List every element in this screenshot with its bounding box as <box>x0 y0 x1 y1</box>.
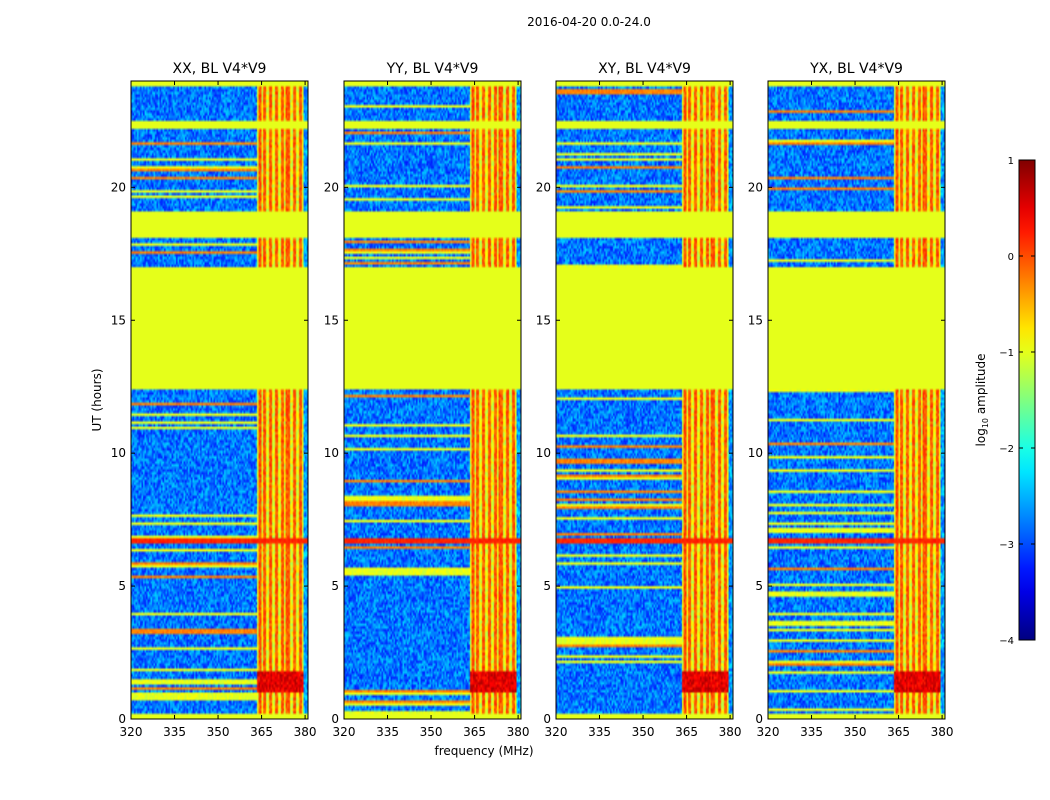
heatmap-image <box>131 81 308 719</box>
panel-title: XY, BL V4*V9 <box>598 61 691 77</box>
axes-frame <box>130 80 309 720</box>
x-tick-label: 320 <box>120 725 143 739</box>
heatmap-image <box>556 81 733 719</box>
x-tick-label: 380 <box>931 725 954 739</box>
x-tick-label: 380 <box>719 725 742 739</box>
x-axis-label: frequency (MHz) <box>434 744 533 758</box>
panel-3: XY, BL V4*V9 320 335 350 365 380 0 5 10 15 20 <box>536 61 742 739</box>
x-tick-label: 380 <box>507 725 530 739</box>
colorbar-gradient <box>1019 160 1035 640</box>
panel-title: YY, BL V4*V9 <box>386 61 479 77</box>
panel-1: XX, BL V4*V9 320 335 350 365 380 0 5 10 15 20 <box>111 61 317 739</box>
x-tick-label: 335 <box>163 725 186 739</box>
y-tick-label: 5 <box>543 579 551 593</box>
y-tick-label: 5 <box>331 579 339 593</box>
colorbar-tick-label: 0 <box>1008 252 1014 263</box>
x-tick-label: 365 <box>250 725 273 739</box>
x-tick-label: 380 <box>294 725 317 739</box>
colorbar: 10−1−2−3−4 log10 amplitude <box>974 156 1036 647</box>
y-tick-label: 20 <box>324 180 339 194</box>
x-tick-label: 335 <box>588 725 611 739</box>
x-tick-label: 350 <box>632 725 655 739</box>
panel-4: YX, BL V4*V9 320 335 350 365 380 0 5 10 15 20 <box>748 61 954 739</box>
panel-title: XX, BL V4*V9 <box>173 61 267 77</box>
y-tick-label: 20 <box>748 180 763 194</box>
x-tick-label: 320 <box>545 725 568 739</box>
y-tick-label: 20 <box>536 180 551 194</box>
x-tick-label: 365 <box>887 725 910 739</box>
y-tick-label: 10 <box>111 446 126 460</box>
x-tick-label: 335 <box>800 725 823 739</box>
axes-frame <box>767 80 946 720</box>
y-tick-label: 15 <box>111 313 126 327</box>
x-tick-label: 335 <box>376 725 399 739</box>
y-tick-label: 5 <box>118 579 126 593</box>
y-tick-label: 0 <box>331 712 339 726</box>
y-tick-label: 0 <box>118 712 126 726</box>
colorbar-label-prefix: log <box>974 428 988 446</box>
axes-frame <box>555 80 734 720</box>
x-tick-label: 365 <box>675 725 698 739</box>
y-tick-label: 15 <box>324 313 339 327</box>
x-tick-label: 350 <box>420 725 443 739</box>
x-tick-label: 350 <box>844 725 867 739</box>
heatmap-image <box>344 81 521 719</box>
x-tick-label: 365 <box>463 725 486 739</box>
axes-frame <box>343 80 522 720</box>
colorbar-tick-label: −1 <box>999 348 1014 359</box>
y-tick-label: 10 <box>748 446 763 460</box>
y-tick-label: 0 <box>543 712 551 726</box>
y-tick-label: 20 <box>111 180 126 194</box>
colorbar-label-sub: 10 <box>981 418 990 428</box>
colorbar-frame <box>1018 159 1036 641</box>
colorbar-label: log10 amplitude <box>974 354 990 447</box>
x-tick-label: 320 <box>333 725 356 739</box>
colorbar-tick-label: −2 <box>999 444 1014 455</box>
colorbar-tick-label: −4 <box>999 636 1014 647</box>
x-tick-label: 320 <box>757 725 780 739</box>
panel-title: YX, BL V4*V9 <box>809 61 903 77</box>
colorbar-ticks: 1 0 −1 −2 −3 −4 <box>999 156 1035 647</box>
x-tick-label: 350 <box>207 725 230 739</box>
colorbar-tick-label: 1 <box>1008 156 1014 167</box>
figure-suptitle: 2016-04-20 0.0-24.0 <box>527 15 651 29</box>
y-tick-label: 10 <box>536 446 551 460</box>
y-tick-label: 10 <box>324 446 339 460</box>
y-tick-label: 5 <box>755 579 763 593</box>
colorbar-tick-label: −3 <box>999 540 1014 551</box>
y-tick-label: 15 <box>536 313 551 327</box>
y-axis-label: UT (hours) <box>90 368 104 431</box>
y-tick-label: 15 <box>748 313 763 327</box>
panel-2: YY, BL V4*V9 320 335 350 365 380 0 5 10 15 20 <box>324 61 530 739</box>
colorbar-label-suffix: amplitude <box>974 354 988 418</box>
heatmap-image <box>768 81 945 719</box>
y-tick-label: 0 <box>755 712 763 726</box>
